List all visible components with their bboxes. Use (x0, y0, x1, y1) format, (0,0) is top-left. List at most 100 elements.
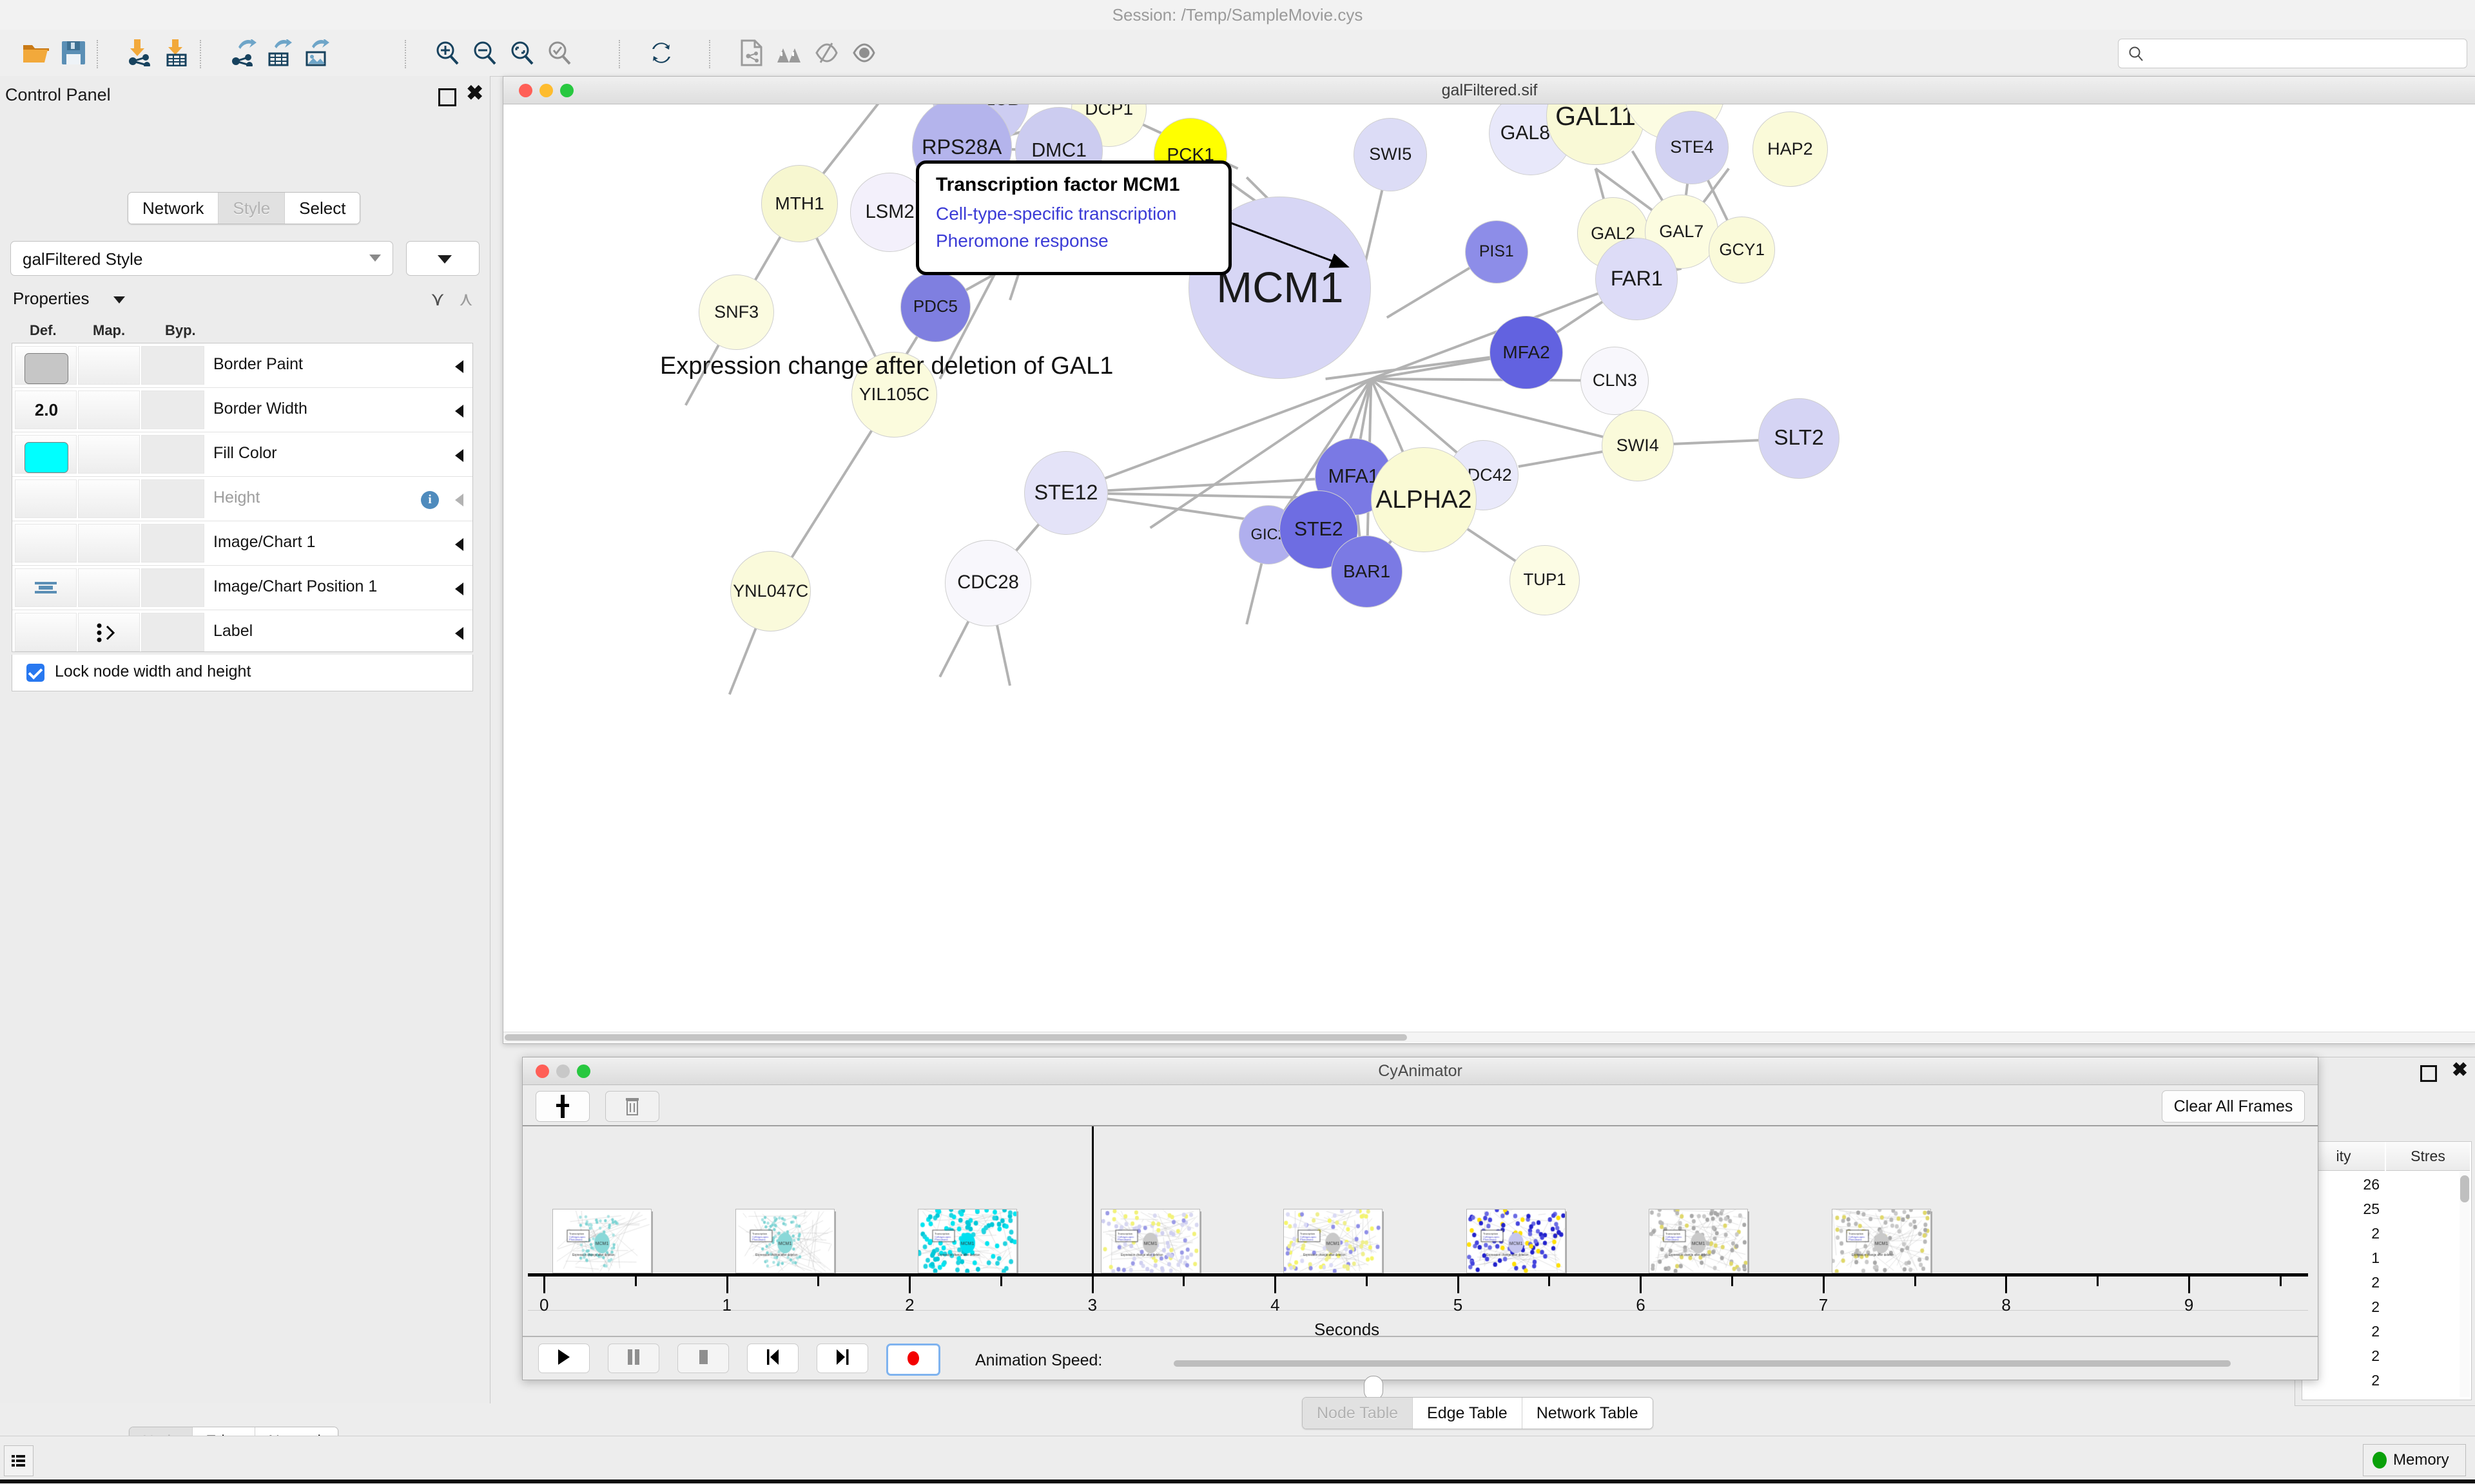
maximize-button[interactable] (560, 84, 574, 97)
scrollbar-thumb[interactable] (2460, 1175, 2469, 1202)
property-bypass-cell[interactable] (141, 568, 204, 607)
animation-frame[interactable] (918, 1209, 1018, 1273)
property-row[interactable]: Label (12, 610, 472, 651)
network-node-ste4[interactable]: STE4 (1655, 110, 1729, 185)
chevron-down-icon[interactable] (113, 296, 125, 304)
refresh-icon[interactable] (645, 36, 678, 70)
expand-arrow-icon[interactable] (455, 449, 463, 462)
expand-arrow-icon[interactable] (455, 494, 463, 506)
network-node-bar1[interactable]: BAR1 (1330, 535, 1403, 608)
prev-frame-button[interactable] (747, 1344, 799, 1373)
network-horizontal-scrollbar[interactable] (503, 1032, 2475, 1043)
network-canvas[interactable]: MTH1SNF3YIL105CYNL047CCDC28LSM2LSM4PDC5R… (503, 104, 2475, 1043)
network-node-snf3[interactable]: SNF3 (699, 275, 775, 351)
network-node-far1[interactable]: FAR1 (1595, 238, 1678, 320)
animation-frame[interactable] (552, 1209, 652, 1273)
network-node-pis1[interactable]: PIS1 (1464, 220, 1528, 284)
expand-arrow-icon[interactable] (455, 583, 463, 595)
property-mapping-cell[interactable] (78, 613, 140, 651)
property-row[interactable]: Height i (12, 477, 472, 521)
animation-frame[interactable] (1649, 1209, 1749, 1273)
add-frame-button[interactable] (536, 1091, 590, 1122)
next-frame-button[interactable] (817, 1344, 868, 1373)
property-row[interactable]: Border Paint (12, 343, 472, 388)
float-window-icon[interactable] (2420, 1065, 2437, 1082)
network-node-mth1[interactable]: MTH1 (761, 165, 839, 242)
lock-node-size-row[interactable]: Lock node width and height (12, 655, 473, 691)
property-mapping-cell[interactable] (78, 390, 140, 429)
list-icon[interactable] (4, 1445, 34, 1476)
property-default-cell[interactable] (15, 568, 77, 607)
zoom-fit-icon[interactable] (505, 36, 539, 70)
annotation-box[interactable]: Transcription factor MCM1 Cell-type-spec… (916, 160, 1232, 275)
network-node-pdc5[interactable]: PDC5 (900, 272, 971, 342)
network-node-alpha2[interactable]: ALPHA2 (1371, 447, 1477, 553)
close-icon[interactable]: ✖ (2451, 1059, 2468, 1081)
expand-arrow-icon[interactable] (455, 627, 463, 640)
tab-edge-table[interactable]: Edge Table (1413, 1398, 1522, 1429)
property-row[interactable]: 2.0 Border Width (12, 388, 472, 432)
network-node-slt2[interactable]: SLT2 (1758, 398, 1839, 479)
property-row[interactable]: Fill Color (12, 432, 472, 477)
close-icon[interactable]: ✖ (466, 81, 483, 104)
style-options-button[interactable] (406, 241, 480, 276)
expand-arrow-icon[interactable] (455, 360, 463, 373)
control-panel-tabs[interactable]: Network Style Select (128, 192, 361, 224)
property-default-cell[interactable] (15, 346, 77, 385)
show-all-icon[interactable] (847, 36, 880, 70)
tab-select[interactable]: Select (285, 193, 360, 224)
search-box[interactable] (2118, 39, 2467, 69)
network-node-mfa2[interactable]: MFA2 (1489, 316, 1564, 390)
table-browser-tabs[interactable]: Node Table Edge Table Network Table (1302, 1397, 1653, 1429)
network-node-cdc28[interactable]: CDC28 (945, 540, 1031, 626)
animation-frame[interactable] (1466, 1209, 1566, 1273)
animation-frame[interactable] (735, 1209, 835, 1273)
zoom-in-icon[interactable] (431, 36, 464, 70)
property-bypass-cell[interactable] (141, 346, 204, 385)
color-swatch[interactable] (24, 442, 68, 473)
stop-button[interactable] (677, 1344, 729, 1373)
property-bypass-cell[interactable] (141, 390, 204, 429)
property-default-cell[interactable] (15, 613, 77, 651)
float-window-icon[interactable] (438, 88, 456, 106)
minimize-button[interactable] (539, 84, 553, 97)
animation-frame[interactable] (1283, 1209, 1383, 1273)
property-row[interactable]: Image/Chart 1 (12, 521, 472, 566)
property-default-cell[interactable] (15, 435, 77, 474)
maximize-button[interactable] (577, 1065, 590, 1078)
network-node-tup1[interactable]: TUP1 (1509, 545, 1580, 616)
record-button[interactable] (886, 1344, 940, 1376)
property-default-cell[interactable] (15, 524, 77, 563)
property-mapping-cell[interactable] (78, 435, 140, 474)
tab-network-table[interactable]: Network Table (1522, 1398, 1653, 1429)
double-chevron-down-icon[interactable]: ⋎ (431, 289, 445, 310)
network-node-cln3[interactable]: CLN3 (1580, 346, 1649, 415)
property-bypass-cell[interactable] (141, 479, 204, 518)
zoom-selected-icon[interactable] (543, 36, 576, 70)
timeline-playhead[interactable] (1091, 1126, 1094, 1273)
save-icon[interactable] (57, 36, 90, 70)
search-input[interactable] (2150, 39, 2461, 69)
open-folder-icon[interactable] (19, 36, 53, 70)
scrollbar-thumb[interactable] (505, 1034, 1407, 1041)
clear-all-frames-button[interactable]: Clear All Frames (2162, 1090, 2305, 1123)
property-bypass-cell[interactable] (141, 524, 204, 563)
tab-node-table[interactable]: Node Table (1303, 1398, 1413, 1429)
property-bypass-cell[interactable] (141, 435, 204, 474)
hide-unselected-icon[interactable] (810, 36, 843, 70)
property-mapping-cell[interactable] (78, 479, 140, 518)
network-node-ynl047c[interactable]: YNL047C (730, 550, 811, 631)
pause-button[interactable] (608, 1344, 659, 1373)
export-table-icon[interactable] (263, 36, 296, 70)
property-bypass-cell[interactable] (141, 613, 204, 651)
table-scrollbar[interactable] (2460, 1171, 2470, 1397)
style-combo[interactable]: galFiltered Style (10, 241, 393, 276)
table-column-header[interactable]: Stres (2386, 1142, 2470, 1171)
zoom-out-icon[interactable] (468, 36, 501, 70)
export-image-icon[interactable] (300, 36, 334, 70)
delete-frame-button[interactable] (605, 1091, 659, 1122)
animation-frame[interactable] (1831, 1209, 1931, 1273)
lock-node-size-checkbox[interactable] (26, 664, 44, 682)
new-network-icon[interactable] (735, 36, 768, 70)
